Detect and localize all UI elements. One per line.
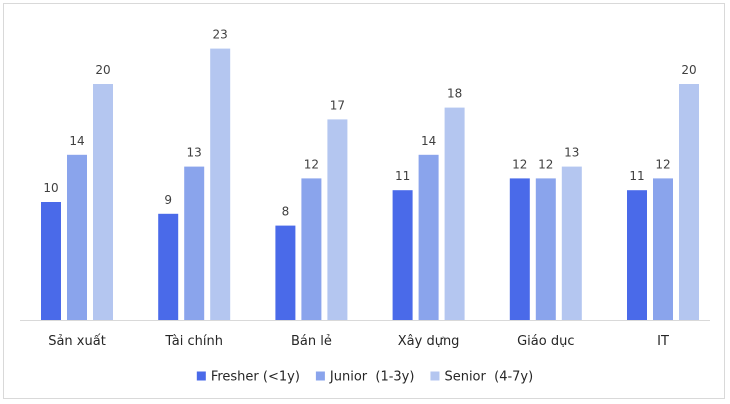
data-labels-layer: 10 14 20 9 13 23 8 12 17 11 14 18 12 12 13 11 12 20 xyxy=(43,28,696,219)
bar-4-2 xyxy=(561,166,582,320)
data-label-1-2: 23 xyxy=(213,28,228,42)
legend-swatch-0 xyxy=(196,371,206,381)
data-label-1-0: 9 xyxy=(164,193,172,207)
bar-5-1 xyxy=(653,178,673,320)
category-label-1: Tài chính xyxy=(164,334,223,349)
bar-5-2 xyxy=(679,84,699,320)
legend-label-0: Fresher (<1y) xyxy=(211,370,300,385)
chart-frame xyxy=(3,3,725,399)
bar-0-1 xyxy=(67,154,87,320)
data-label-4-2: 13 xyxy=(564,146,579,160)
bar-3-2 xyxy=(444,107,465,320)
bar-5-0 xyxy=(627,190,647,320)
data-label-4-0: 12 xyxy=(512,157,527,171)
bar-1-0 xyxy=(158,213,179,320)
bar-4-1 xyxy=(535,178,556,320)
data-label-5-0: 11 xyxy=(629,169,644,183)
bar-1-2 xyxy=(210,48,231,320)
category-label-0: Sản xuất xyxy=(48,334,106,349)
data-label-5-1: 12 xyxy=(655,157,670,171)
bar-2-1 xyxy=(301,178,322,320)
data-label-3-2: 18 xyxy=(447,87,462,101)
data-label-1-1: 13 xyxy=(187,146,202,160)
category-label-5: IT xyxy=(657,334,669,349)
legend-label-1: Junior (1-3y) xyxy=(329,370,415,385)
bar-2-2 xyxy=(327,119,348,321)
legend-swatch-2 xyxy=(430,371,440,381)
bar-3-1 xyxy=(418,154,439,320)
data-label-3-1: 14 xyxy=(421,134,436,148)
data-label-0-2: 20 xyxy=(95,63,110,77)
bars-layer xyxy=(41,48,699,321)
category-labels-layer: Sản xuất Tài chính Bán lẻ Xây dựng Giáo dục I… xyxy=(48,334,669,349)
data-label-3-0: 11 xyxy=(395,169,410,183)
data-label-2-2: 17 xyxy=(330,98,345,112)
bar-3-0 xyxy=(392,190,413,320)
data-label-0-0: 10 xyxy=(43,181,58,195)
bar-2-0 xyxy=(275,225,296,320)
data-label-2-1: 12 xyxy=(304,157,319,171)
bar-0-2 xyxy=(93,84,113,320)
legend: Fresher (<1y) Junior (1-3y) Senior (4-7y) xyxy=(196,370,533,385)
legend-label-2: Senior (4-7y) xyxy=(444,370,533,385)
category-label-2: Bán lẻ xyxy=(291,334,332,349)
bar-0-0 xyxy=(41,202,61,320)
category-label-4: Giáo dục xyxy=(517,334,574,349)
bar-1-1 xyxy=(184,166,205,320)
data-label-2-0: 8 xyxy=(282,205,290,219)
legend-swatch-1 xyxy=(315,371,325,381)
data-label-0-1: 14 xyxy=(69,134,84,148)
data-label-5-2: 20 xyxy=(681,63,696,77)
data-label-4-1: 12 xyxy=(538,157,553,171)
bar-4-0 xyxy=(509,178,530,320)
category-label-3: Xây dựng xyxy=(398,334,460,349)
